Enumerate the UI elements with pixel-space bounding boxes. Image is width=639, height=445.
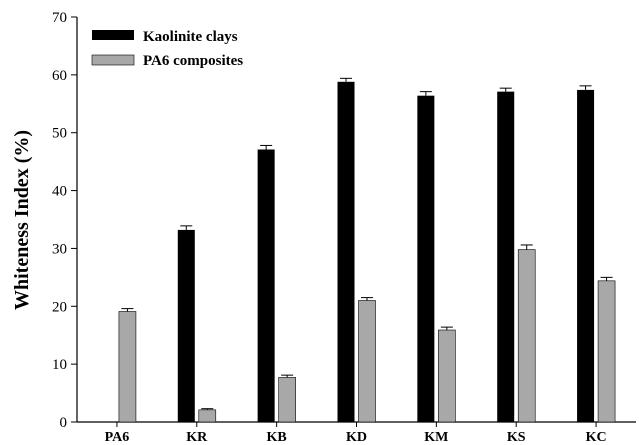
legend-swatch-pa6 <box>91 54 135 66</box>
bar-kaolinite-kc <box>577 89 595 423</box>
y-tick-label: 40 <box>52 184 67 200</box>
y-tick-label: 60 <box>52 68 67 84</box>
legend-swatch-kaolinite <box>92 30 134 40</box>
y-tick-label: 20 <box>52 299 67 315</box>
x-tick-label: KB <box>267 430 287 445</box>
bar-kaolinite-kr <box>177 229 195 422</box>
bar-pa6-ks <box>517 249 536 423</box>
bar-pa6-kc <box>597 280 616 423</box>
x-tick-label: PA6 <box>105 430 130 445</box>
error-bars <box>121 77 613 410</box>
y-axis-title: Whiteness Index (%) <box>11 130 33 310</box>
bar-pa6-pa6 <box>118 311 137 423</box>
legend-label-kaolinite: Kaolinite clays <box>143 29 238 45</box>
x-tick-label: KM <box>424 430 448 445</box>
x-tick-label: KS <box>507 430 526 445</box>
bars <box>118 81 616 423</box>
y-tick-label: 30 <box>52 241 67 257</box>
bar-kaolinite-ks <box>497 91 515 422</box>
x-tick-label: KD <box>346 430 367 445</box>
y-tick-label: 0 <box>60 415 68 431</box>
bar-pa6-kd <box>358 300 376 423</box>
bar-kaolinite-kb <box>257 149 275 422</box>
bar-pa6-kr <box>198 409 217 423</box>
legend: Kaolinite clays PA6 composites <box>91 29 243 69</box>
bar-pa6-kb <box>278 377 296 423</box>
y-tick-label: 10 <box>52 357 67 373</box>
legend-label-pa6: PA6 composites <box>143 53 243 69</box>
x-tick-label: KC <box>586 430 607 445</box>
bar-kaolinite-kd <box>337 81 355 423</box>
y-tick-label: 70 <box>52 10 67 26</box>
bar-kaolinite-km <box>417 95 435 422</box>
x-tick-label: KR <box>186 430 208 445</box>
axes <box>71 16 636 427</box>
y-tick-label: 50 <box>52 126 67 142</box>
labels: 0 10 20 30 40 50 60 70 PA6 KR KB KD KM KS KC <box>52 10 607 445</box>
bar-pa6-km <box>438 329 456 423</box>
